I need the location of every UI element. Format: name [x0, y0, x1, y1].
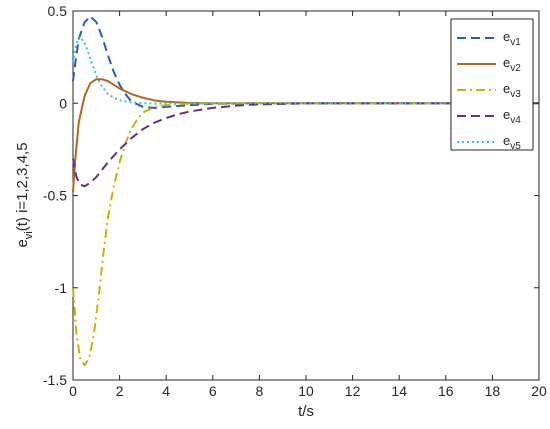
y-axis-title: evi(t) i=1,2,3,4,5 — [14, 142, 35, 247]
legend-label-ev4: ev4 — [503, 107, 521, 126]
x-tick-label: 4 — [162, 383, 170, 399]
axes-layer: 0 2 4 6 8 10 12 14 16 18 20 -1.5 -1 -0.5 0 0.5 — [43, 3, 547, 399]
legend-label-main: e — [503, 81, 510, 96]
y-tick-label: -1 — [55, 280, 68, 296]
series-layer — [72, 15, 540, 367]
x-tick-label: 2 — [116, 383, 124, 399]
x-tick-label: 18 — [485, 383, 501, 399]
series-line-ev5 — [72, 35, 539, 105]
legend-label-sub: v4 — [510, 115, 521, 126]
x-tick-label: 0 — [69, 383, 77, 399]
legend-box — [450, 18, 534, 151]
legend-label-ev1: ev1 — [503, 29, 521, 48]
y-tick-label: -1.5 — [43, 372, 67, 388]
y-axis-title-sub: vi — [23, 231, 35, 239]
legend-label-sub: v2 — [510, 63, 521, 74]
y-tick-label: 0.5 — [48, 3, 68, 19]
x-tick-label: 10 — [298, 383, 314, 399]
x-tick-label: 16 — [438, 383, 454, 399]
series-line-ev3 — [72, 102, 539, 367]
legend-label-main: e — [503, 133, 510, 148]
legend-label-sub: v5 — [510, 141, 521, 152]
series-line-ev1 — [72, 15, 539, 109]
legend-label-sub: v3 — [510, 89, 521, 100]
x-tick-label: 20 — [531, 383, 547, 399]
x-tick-label: 12 — [345, 383, 361, 399]
y-tick-label: -0.5 — [43, 188, 67, 204]
series-line-ev4 — [72, 102, 540, 188]
x-axis-title: t/s — [298, 403, 314, 420]
legend-label-main: e — [503, 107, 510, 122]
y-axis-title-main: e — [14, 239, 31, 247]
x-tick-label: 6 — [209, 383, 217, 399]
legend-label-ev3: ev3 — [503, 81, 521, 100]
legend-label-main: e — [503, 55, 510, 70]
x-tick-label: 8 — [256, 383, 264, 399]
y-tick-label: 0 — [59, 95, 67, 111]
legend-label-ev2: ev2 — [503, 55, 521, 74]
x-tick-label: 14 — [391, 383, 407, 399]
legend-label-sub: v1 — [510, 37, 521, 48]
legend-label-main: e — [503, 29, 510, 44]
y-axis-title-rest: (t) i=1,2,3,4,5 — [14, 142, 31, 231]
legend-label-ev5: ev5 — [503, 133, 521, 152]
